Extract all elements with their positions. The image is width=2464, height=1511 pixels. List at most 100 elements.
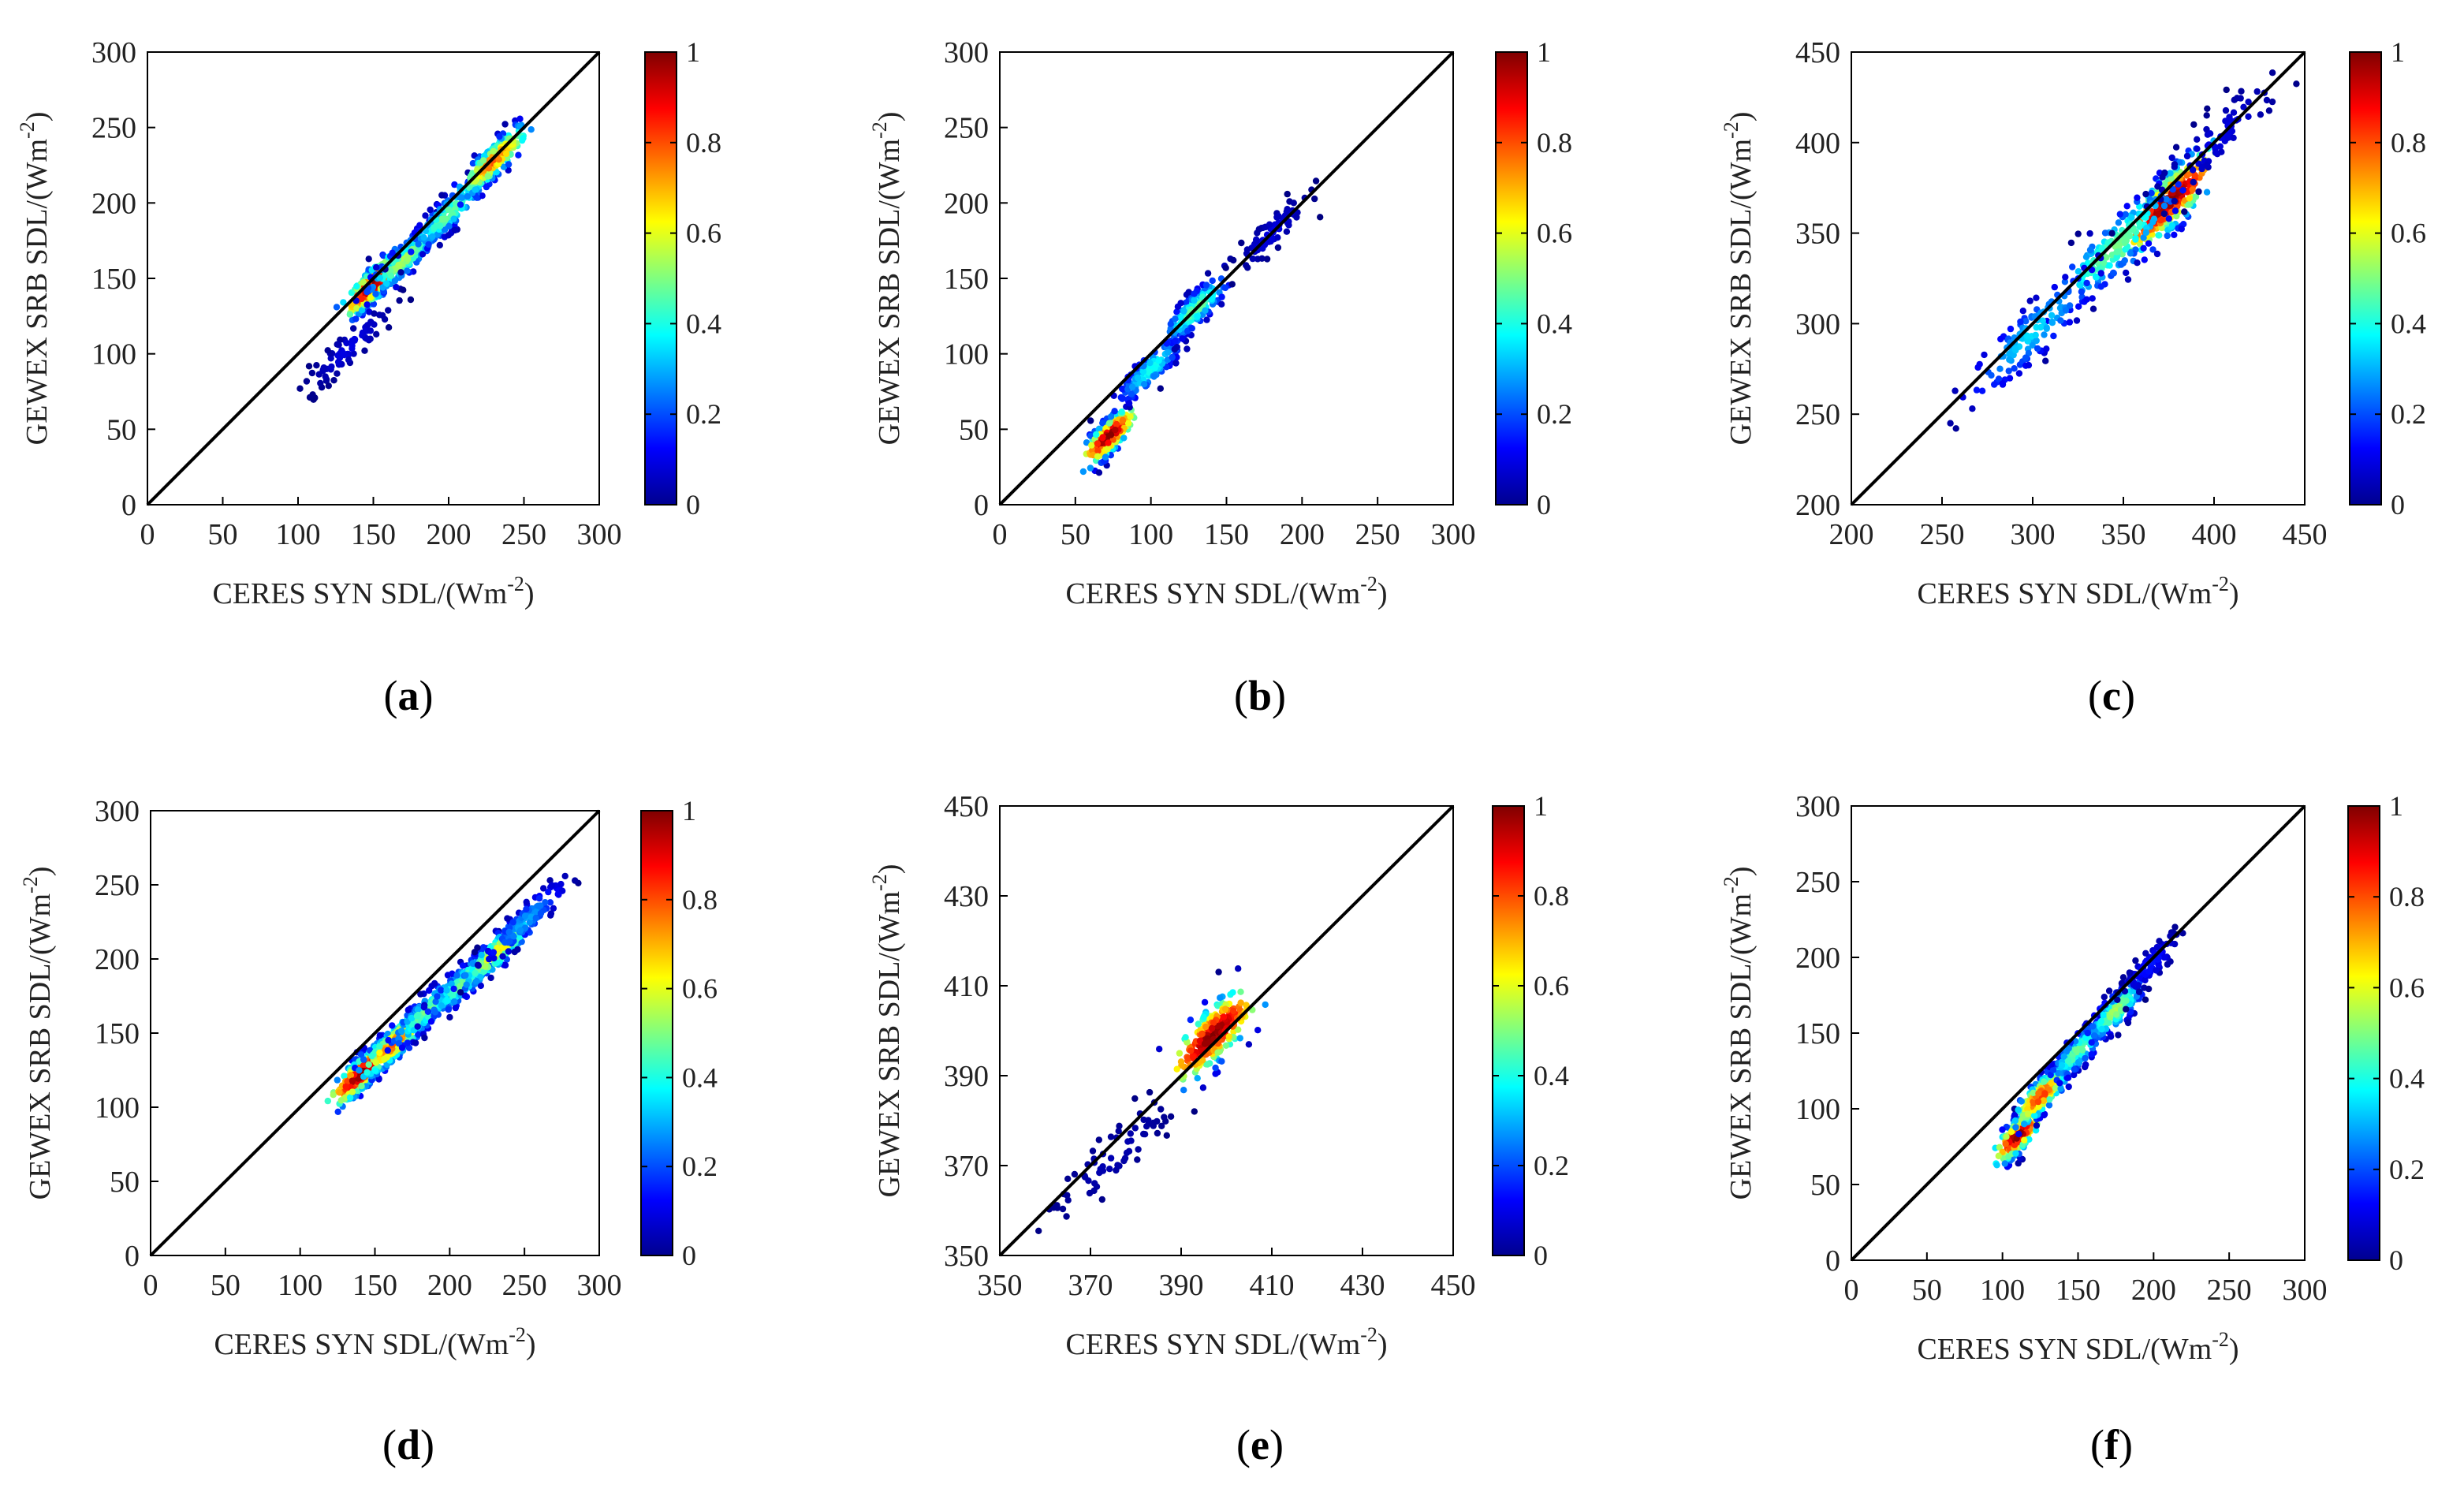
y-tick-label: 300 (1795, 308, 1840, 341)
data-point (436, 241, 443, 249)
data-point (2042, 357, 2049, 364)
data-point (2082, 253, 2090, 260)
data-point (1135, 1146, 1142, 1153)
data-point (325, 382, 332, 390)
data-point (2142, 229, 2149, 237)
x-axis-label: CERES SYN SDL/(Wm-2) (212, 573, 534, 610)
data-point (346, 1094, 354, 1101)
data-point (1093, 431, 1100, 438)
data-point (1064, 1196, 1072, 1204)
data-point (2216, 143, 2224, 150)
data-point (545, 888, 552, 896)
colorbar-tick-label: 0 (1534, 1240, 1548, 1271)
data-point (2164, 232, 2171, 240)
colorbar-tick-label: 0.4 (2391, 308, 2426, 339)
data-point (1125, 400, 1133, 407)
y-axis-label: GEWEX SRB SDL/(Wm-2) (868, 864, 906, 1198)
data-point (2043, 325, 2050, 332)
data-point (547, 910, 555, 917)
x-tick-label: 0 (140, 518, 155, 551)
data-point (1951, 387, 1959, 394)
data-point (2073, 1047, 2080, 1054)
data-point (2140, 234, 2147, 241)
data-point (1243, 246, 1251, 253)
data-point (2127, 250, 2134, 257)
data-point (1059, 1205, 1067, 1213)
data-point (1202, 307, 1209, 314)
data-point (334, 1108, 341, 1116)
data-point (2237, 95, 2244, 102)
data-point (450, 985, 457, 993)
data-point (2161, 181, 2168, 188)
data-point (2169, 186, 2176, 193)
data-point (2097, 283, 2104, 290)
y-axis-label: GEWEX SRB SDL/(Wm-2) (1720, 112, 1758, 446)
data-point (1187, 1017, 1195, 1024)
data-point (381, 315, 389, 323)
panel-label-close: ) (420, 1421, 434, 1468)
data-point (499, 953, 506, 960)
panel-label: (d) (382, 1421, 434, 1468)
data-point (373, 330, 380, 338)
data-point (1185, 289, 1192, 296)
data-point (413, 1013, 421, 1020)
data-point (365, 256, 372, 263)
data-point (341, 1073, 348, 1080)
data-point (389, 249, 396, 256)
data-point (2097, 1017, 2104, 1025)
data-point (2101, 229, 2109, 237)
data-point (2064, 1074, 2072, 1081)
data-point (340, 349, 347, 357)
data-point (347, 1072, 355, 1079)
panel-label-close: ) (1269, 1421, 1284, 1468)
y-tick-label: 0 (121, 489, 136, 522)
data-point (441, 226, 449, 233)
data-point (523, 905, 530, 913)
x-tick-label: 410 (1250, 1269, 1295, 1302)
data-point (1236, 1035, 1244, 1042)
data-point (2103, 254, 2110, 261)
data-point (505, 161, 513, 168)
data-point (405, 1044, 413, 1052)
data-point (335, 341, 342, 349)
data-point (1293, 214, 1300, 221)
data-point (381, 1056, 388, 1063)
data-point (1172, 315, 1179, 323)
x-tick-label: 390 (1159, 1269, 1204, 1302)
data-point (416, 222, 423, 229)
data-point (1094, 440, 1102, 447)
data-point (389, 1022, 396, 1029)
data-point (1263, 256, 1271, 263)
data-point (2172, 144, 2180, 151)
scatter-panel-c: 200 250 300 350 400 450200250300350400450CERE… (1720, 36, 2426, 719)
data-point (2058, 1061, 2066, 1069)
data-point (1177, 1058, 1185, 1065)
data-point (404, 1006, 412, 1013)
data-point (1089, 1147, 1097, 1155)
data-point (1156, 1046, 1163, 1053)
data-point (351, 335, 358, 343)
data-point (532, 914, 539, 922)
data-point (422, 212, 429, 219)
data-point (2123, 269, 2130, 277)
data-point (2168, 175, 2175, 182)
data-point (412, 1039, 419, 1047)
data-point (1199, 1084, 1207, 1091)
data-point (344, 1078, 351, 1085)
data-point (357, 1051, 365, 1058)
data-point (2179, 187, 2186, 194)
data-point (404, 267, 411, 274)
y-tick-label: 390 (944, 1060, 989, 1093)
panel-label-open: ( (1234, 672, 1248, 719)
x-axis-label-exponent: -2 (2212, 573, 2229, 595)
data-point (370, 300, 378, 308)
data-point (349, 342, 356, 349)
y-tick-label: 250 (91, 112, 136, 145)
data-point (1191, 1108, 1198, 1115)
data-point (1222, 1042, 1230, 1050)
x-tick-label: 100 (276, 518, 321, 551)
data-point (376, 1049, 383, 1057)
data-point (1209, 277, 1216, 285)
data-point (2086, 246, 2094, 254)
data-point (2240, 103, 2247, 110)
